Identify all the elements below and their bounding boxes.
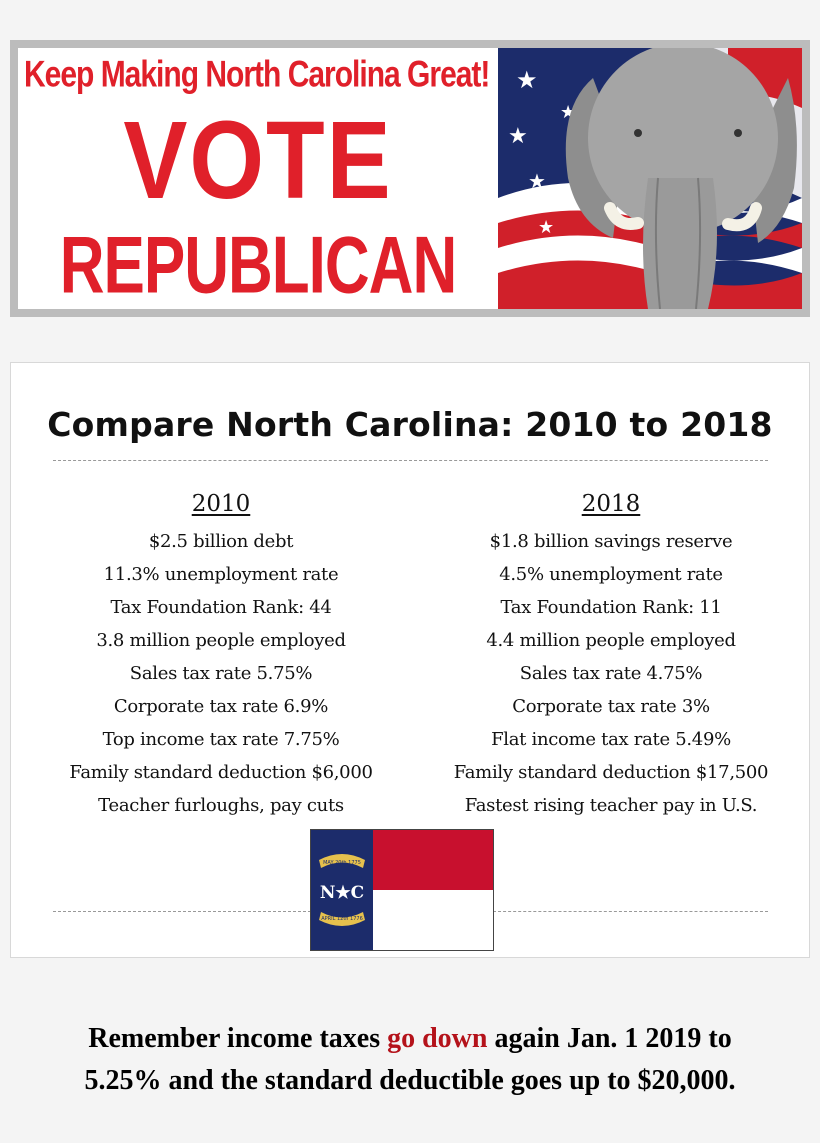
- svg-text:★: ★: [516, 66, 538, 94]
- list-item: Corporate tax rate 3%: [512, 696, 710, 717]
- list-item: 3.8 million people employed: [96, 630, 346, 651]
- list-item: Fastest rising teacher pay in U.S.: [464, 795, 758, 816]
- banner-party-text: REPUBLICAN: [59, 220, 457, 309]
- list-item: Teacher furloughs, pay cuts: [98, 795, 344, 816]
- footer-note-part-1: Remember income taxes: [88, 1023, 388, 1054]
- tusk-right-icon: [722, 202, 762, 232]
- banner-vote-text: VOTE: [123, 99, 393, 223]
- comparison-card: Compare North Carolina: 2010 to 2018 201…: [10, 362, 810, 958]
- list-item: Family standard deduction $6,000: [69, 762, 373, 783]
- svg-text:★: ★: [528, 169, 546, 193]
- list-item: Family standard deduction $17,500: [453, 762, 769, 783]
- nc-flag-ribbon-bottom: [319, 912, 365, 926]
- footer-note-highlight: go down: [387, 1023, 488, 1054]
- nc-flag-icon: MAY 20th 1775 N★C APRIL 12th 1776: [310, 829, 494, 951]
- footer-note-line-1: Remember income taxes go down again Jan.…: [0, 1018, 820, 1060]
- title-divider: [53, 460, 768, 461]
- banner-slogan: Keep Making North Carolina Great!: [24, 54, 490, 96]
- list-item: Tax Foundation Rank: 11: [500, 597, 722, 618]
- list-item: $1.8 billion savings reserve: [489, 531, 733, 552]
- list-item: 11.3% unemployment rate: [103, 564, 339, 585]
- list-item: Sales tax rate 5.75%: [129, 663, 313, 684]
- nc-flag-letters: N★C: [320, 883, 364, 903]
- list-item: Sales tax rate 4.75%: [519, 663, 703, 684]
- column-2010: 2010 $2.5 billion debt 11.3% unemploymen…: [31, 491, 411, 822]
- elephant-flag-image: ★ ★ ★ ★ ★: [498, 48, 802, 309]
- nc-flag-ribbon-bottom-text: APRIL 12th 1776: [321, 916, 363, 922]
- bottom-divider-left: [53, 911, 311, 912]
- list-item: Tax Foundation Rank: 44: [110, 597, 332, 618]
- list-item: 4.5% unemployment rate: [499, 564, 723, 585]
- column-2018: 2018 $1.8 billion savings reserve 4.5% u…: [421, 491, 801, 822]
- comparison-title: Compare North Carolina: 2010 to 2018: [47, 405, 773, 444]
- nc-flag-ribbon-top-text: MAY 20th 1775: [323, 860, 361, 866]
- banner-text-panel: Keep Making North Carolina Great! VOTE R…: [18, 48, 498, 309]
- list-item: 4.4 million people employed: [486, 630, 736, 651]
- bottom-divider-right: [493, 911, 768, 912]
- column-2010-year: 2010: [191, 491, 251, 517]
- banner-inner: Keep Making North Carolina Great! VOTE R…: [18, 48, 802, 309]
- footer-note-line-2: 5.25% and the standard deductible goes u…: [84, 1065, 736, 1096]
- column-2018-year: 2018: [581, 491, 641, 517]
- campaign-banner: Keep Making North Carolina Great! VOTE R…: [10, 40, 810, 317]
- elephant-flag-illustration: ★ ★ ★ ★ ★: [498, 48, 802, 309]
- nc-flag-ribbon-top: [319, 854, 365, 868]
- list-item: Corporate tax rate 6.9%: [113, 696, 329, 717]
- svg-text:★: ★: [508, 124, 528, 149]
- list-item: $2.5 billion debt: [148, 531, 294, 552]
- tusk-left-icon: [604, 202, 644, 230]
- stats-2018-list: $1.8 billion savings reserve 4.5% unempl…: [421, 525, 801, 822]
- us-flag-stars: ★ ★ ★ ★ ★: [508, 66, 576, 238]
- footer-note-part-2: again Jan. 1 2019 to: [487, 1023, 732, 1054]
- footer-note: Remember income taxes go down again Jan.…: [0, 1018, 820, 1102]
- list-item: Top income tax rate 7.75%: [102, 729, 340, 750]
- svg-text:★: ★: [538, 217, 554, 238]
- stats-2010-list: $2.5 billion debt 11.3% unemployment rat…: [31, 525, 411, 822]
- list-item: Flat income tax rate 5.49%: [491, 729, 731, 750]
- elephant-icon: [565, 48, 797, 309]
